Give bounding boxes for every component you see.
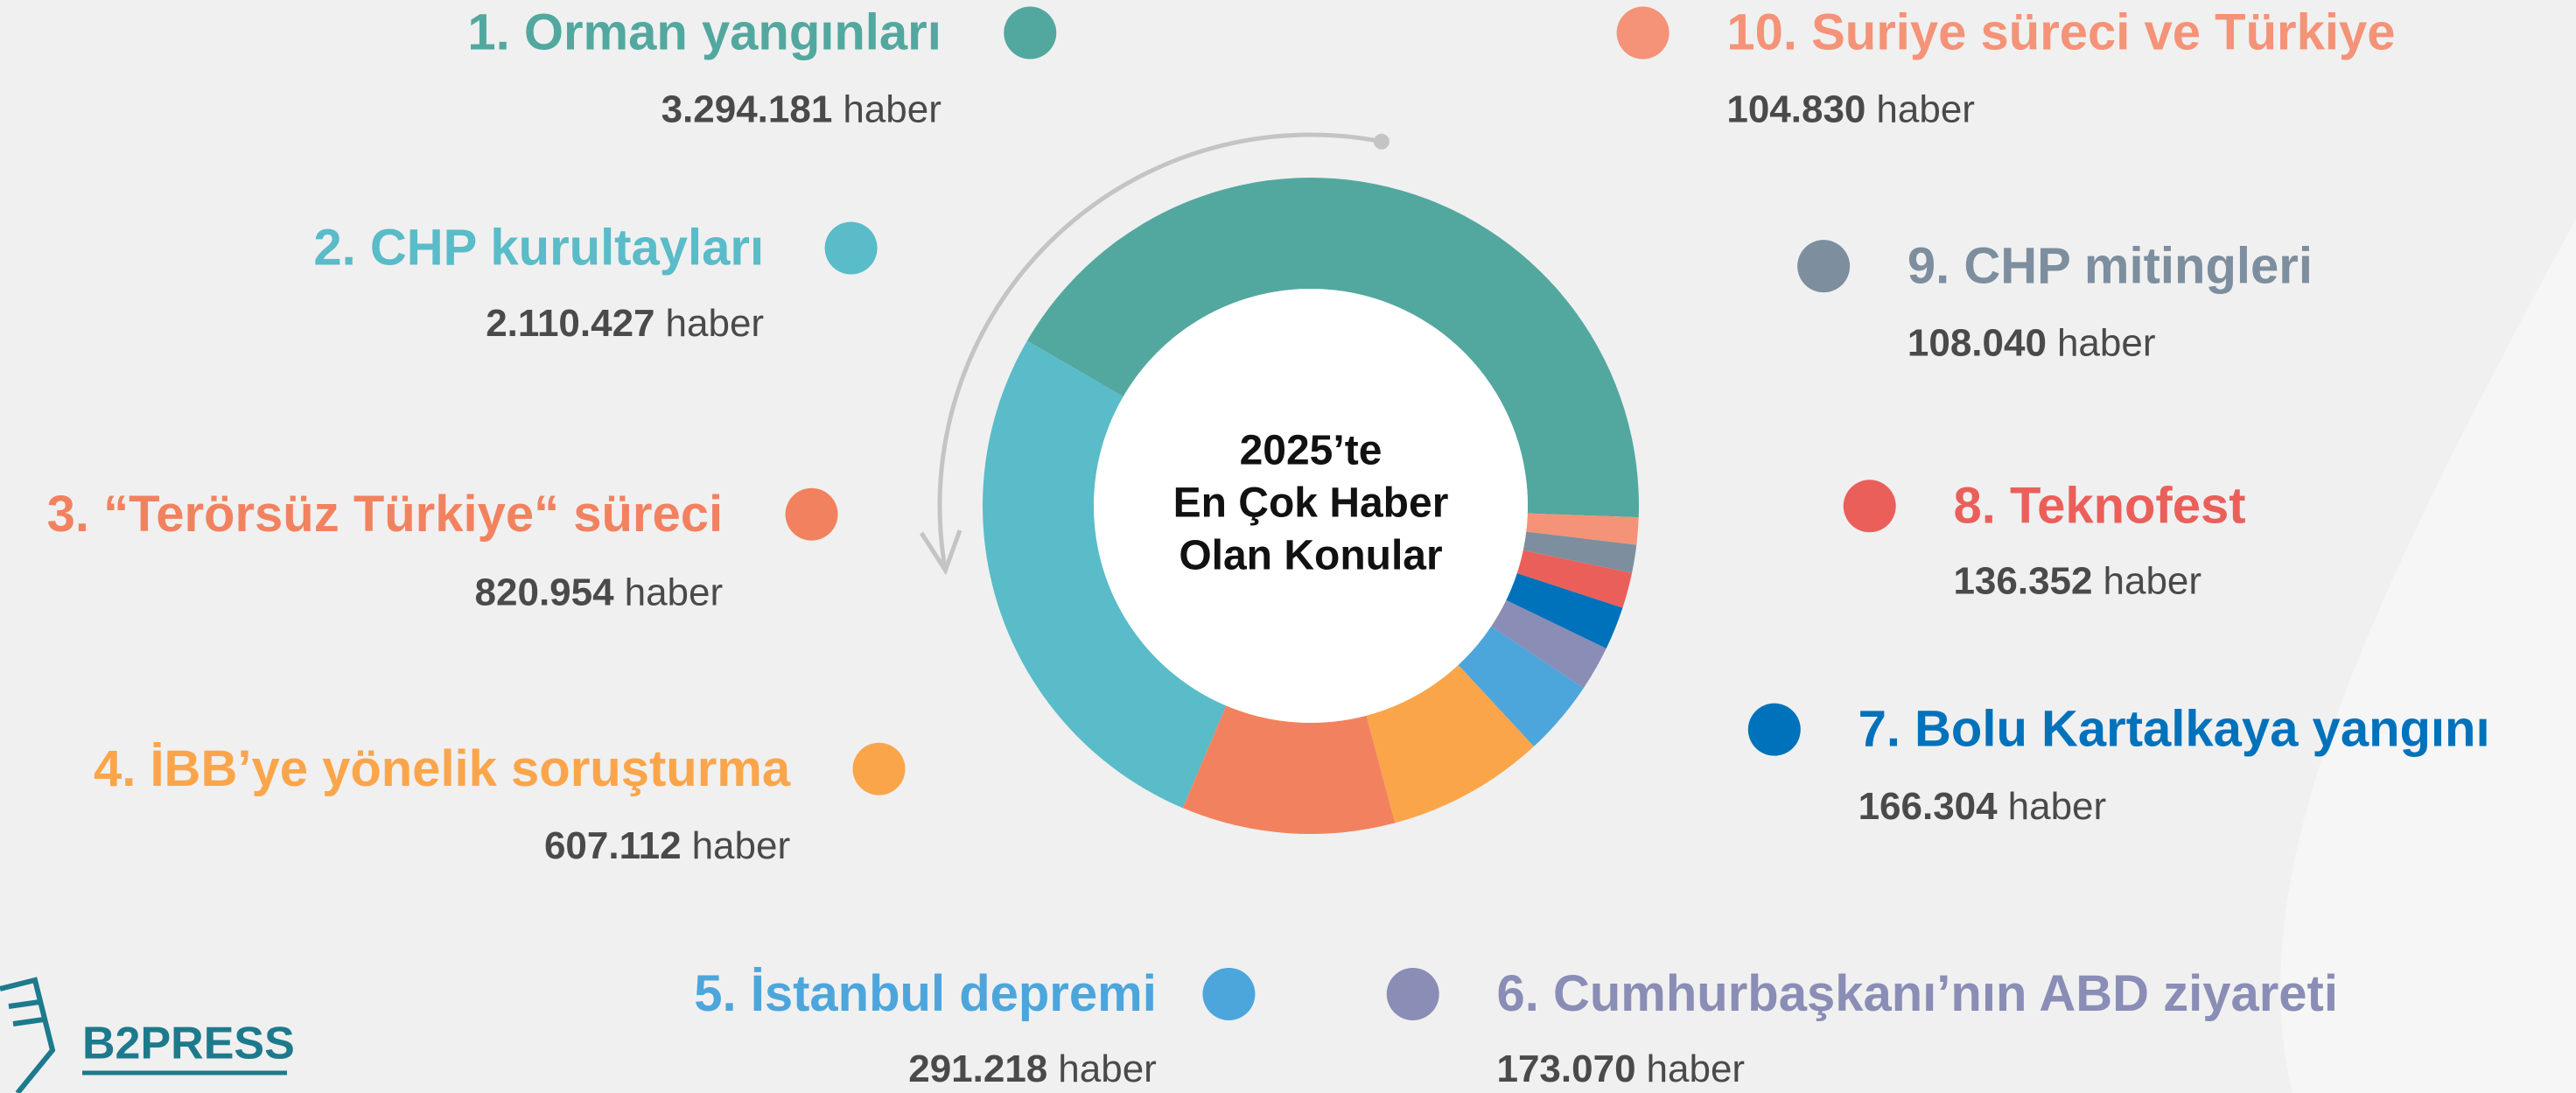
donut-segment [1516,550,1633,608]
value-unit: haber [1876,88,1975,130]
legend-dot [1843,480,1896,533]
value-number: 104.830 [1726,88,1866,130]
value-unit: haber [666,301,765,344]
value-number: 2.110.427 [486,301,654,344]
legend-dot [824,221,878,275]
category-label: 1. Orman yangınları [467,4,942,61]
value-unit: haber [625,571,724,613]
donut-segment [983,340,1227,809]
value-unit: haber [2104,559,2202,602]
value-label: 166.304 haber [1858,784,2107,827]
direction-arrow [937,132,1382,571]
background-shape [2280,219,2576,1093]
value-label: 820.954 haber [475,571,724,613]
legend-dot [1616,6,1670,60]
value-label: 607.112 haber [544,823,790,866]
arrow-head [919,529,962,576]
value-label: 136.352 haber [1953,559,2202,602]
category-label: 9. CHP mitingleri [1908,237,2313,294]
donut-segment [1506,573,1623,648]
donut-segment [1526,513,1639,545]
value-label: 3.294.181 haber [662,88,942,130]
value-label: 108.040 haber [1908,321,2156,364]
category-label: 7. Bolu Kartalkaya yangını [1858,701,2490,758]
donut-segment [1491,599,1606,689]
donut-hole [1094,289,1528,723]
category-label: 6. Cumhurbaşkanı’nın ABD ziyareti [1496,965,2338,1022]
value-number: 291.218 [908,1047,1047,1090]
donut-segment [1458,626,1584,746]
brand: B2PRESS [82,1019,295,1069]
value-label: 2.110.427 haber [486,301,764,344]
value-number: 607.112 [544,823,682,866]
legend-dot [1747,703,1801,756]
category-label: 5. İstanbul depremi [694,965,1157,1022]
value-unit: haber [1058,1047,1157,1090]
value-number: 820.954 [475,571,615,613]
category-label: 10. Suriye süreci ve Türkiye [1726,4,2395,61]
value-number: 108.040 [1908,321,2047,364]
value-label: 173.070 haber [1496,1047,1745,1090]
donut-segment [1182,705,1396,835]
center-title: Olan Konular [1179,533,1442,579]
value-unit: haber [843,88,942,130]
value-number: 166.304 [1858,784,1998,827]
legend-dot [1797,240,1851,293]
center-title: En Çok Haber [1173,480,1449,527]
value-unit: haber [2008,784,2107,827]
arrow-start [1373,133,1390,150]
legend-dot [852,742,906,795]
center-title: 2025’te [1240,428,1382,474]
logo: B2PRESS [0,977,295,1093]
legend-dot [1202,967,1256,1020]
donut-segment [1026,177,1640,518]
logo-icon [0,977,56,1093]
legend-dot [1004,6,1057,60]
value-number: 136.352 [1953,559,2092,602]
donut-segment [1522,531,1637,573]
value-unit: haber [2057,321,2156,364]
donut-segment [1366,664,1535,823]
value-unit: haber [692,823,791,866]
category-label: 8. Teknofest [1953,477,2245,534]
value-label: 291.218 haber [908,1047,1157,1090]
value-number: 3.294.181 [662,88,833,130]
category-label: 2. CHP kurultayları [313,220,764,277]
value-unit: haber [1647,1047,1746,1090]
category-label: 3. “Terörsüz Türkiye“ süreci [47,486,724,543]
category-label: 4. İBB’ye yönelik soruşturma [94,740,791,797]
legend-dot [1386,967,1439,1020]
value-label: 104.830 haber [1726,88,1975,130]
legend-dot [785,487,838,541]
value-number: 173.070 [1496,1047,1635,1090]
